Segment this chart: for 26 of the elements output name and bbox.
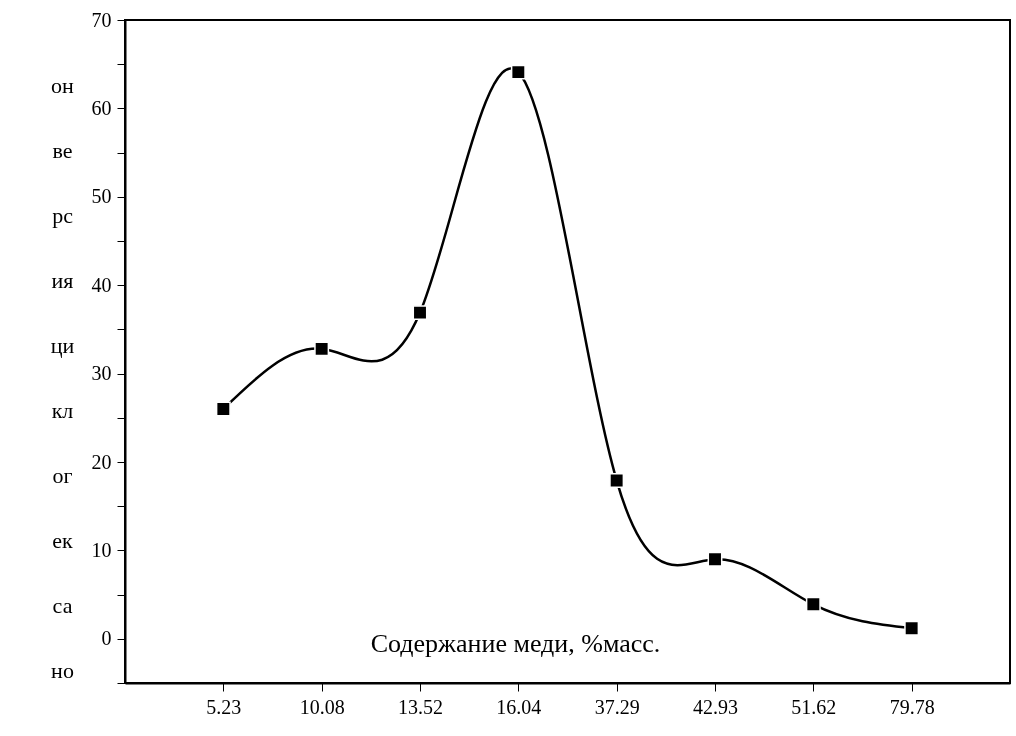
x-axis-title: Содержание меди, %масс. bbox=[370, 628, 661, 658]
point bbox=[412, 305, 428, 321]
point bbox=[904, 620, 920, 636]
text: онверсияциклогексано bbox=[50, 72, 75, 683]
y-tick-label: 20 bbox=[91, 450, 112, 473]
x-tick-label: 13.52 bbox=[398, 695, 443, 718]
point bbox=[805, 596, 821, 612]
y-tick-label: 70 bbox=[91, 8, 112, 31]
point bbox=[215, 401, 231, 417]
y-tick-label: 30 bbox=[91, 362, 112, 385]
point bbox=[609, 473, 625, 489]
y-tick-label: 50 bbox=[91, 185, 112, 208]
y-tick-label: 10 bbox=[91, 538, 112, 561]
y-tick-label: 60 bbox=[91, 96, 112, 119]
point bbox=[510, 64, 526, 80]
y-tick-label: 40 bbox=[91, 273, 112, 296]
x-tick-label: 79.78 bbox=[889, 695, 935, 718]
x-tick-label: 5.23 bbox=[206, 695, 242, 718]
x-tick-label: 42.93 bbox=[693, 695, 738, 718]
point bbox=[314, 341, 330, 357]
y-tick-label: 0 bbox=[101, 627, 112, 650]
x-tick-label: 16.04 bbox=[496, 695, 542, 718]
point bbox=[707, 551, 723, 567]
x-tick-label: 10.08 bbox=[299, 695, 345, 718]
x-tick-label: 51.62 bbox=[791, 695, 837, 718]
x-tick-label: 37.29 bbox=[594, 695, 640, 718]
